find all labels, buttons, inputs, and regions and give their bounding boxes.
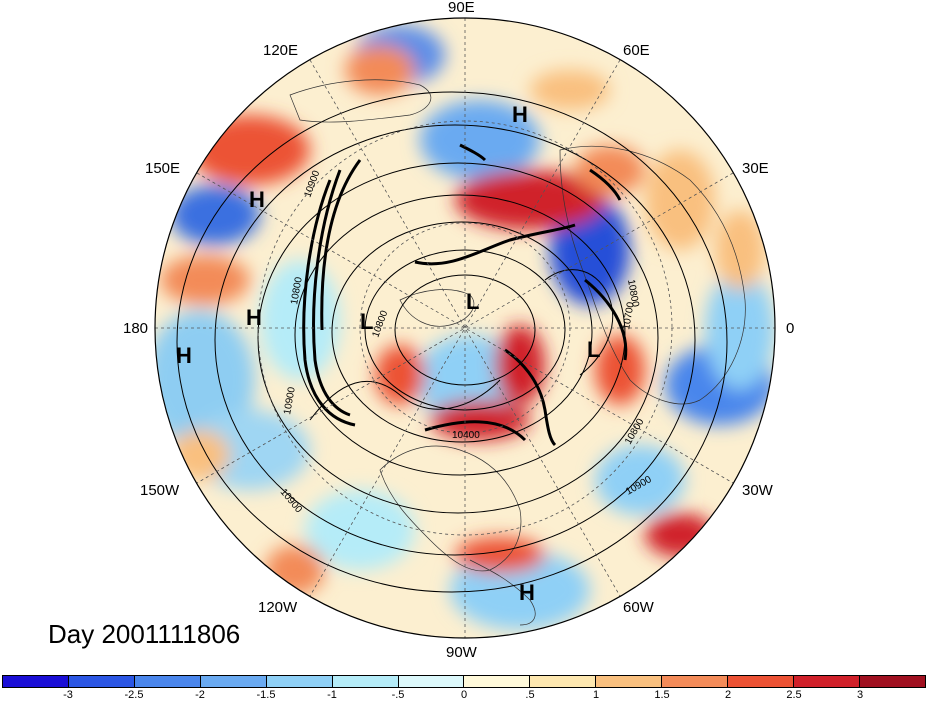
map-border (154, 17, 776, 639)
colorbar-segment (596, 676, 663, 687)
anomaly-shading (155, 18, 775, 638)
colorbar-tick-label: 2 (724, 689, 732, 701)
colorbar-tick-label: -2.5 (124, 689, 144, 701)
lon-label-90w: 90W (446, 644, 477, 661)
colorbar-segment (728, 676, 795, 687)
low-pressure-label: L (587, 337, 601, 362)
colorbar-tick-label: 3 (856, 689, 864, 701)
lon-label-0: 0 (786, 320, 795, 337)
colorbar-tick-label: -2 (195, 689, 205, 701)
colorbar-tick-label: 1 (592, 689, 600, 701)
contour-label: 10800 (625, 279, 641, 309)
contour-label: 10700 (621, 301, 637, 331)
colorbar-segment (200, 676, 267, 687)
colorbar-tick-label: 2.5 (786, 689, 802, 701)
contour-label: 10400 (452, 430, 480, 441)
lon-label-90e: 90E (448, 0, 475, 16)
jet-contours (302, 143, 628, 447)
lon-label-150e: 150E (145, 160, 181, 177)
colorbar-segment (464, 676, 531, 687)
contour-label: 10900 (282, 386, 298, 416)
colorbar-tick-label: -1 (327, 689, 337, 701)
high-pressure-label: H (519, 580, 535, 605)
lon-label-150w: 150W (140, 482, 180, 499)
low-pressure-label: L (466, 289, 480, 314)
low-pressure-label: L (360, 309, 374, 334)
contour-label: 10800 (289, 276, 305, 306)
coastlines (289, 79, 746, 626)
colorbar-tick-label: 1.5 (654, 689, 670, 701)
lon-label-180: 180 (123, 320, 149, 337)
colorbar-segment (530, 676, 597, 687)
colorbar-segment (794, 676, 860, 687)
colorbar-segment (3, 676, 69, 687)
high-pressure-label: H (249, 187, 265, 212)
colorbar-segment (859, 676, 925, 687)
colorbar-tick-label: -1.5 (256, 689, 276, 701)
lon-label-60e: 60E (623, 42, 650, 59)
colorbar-segment (134, 676, 201, 687)
colorbar (2, 675, 926, 688)
lon-label-30w: 30W (742, 482, 773, 499)
colorbar-segment (662, 676, 729, 687)
high-pressure-label: H (512, 102, 528, 127)
lon-label-120e: 120E (263, 42, 299, 59)
colorbar-tick-label: .5 (525, 689, 535, 701)
graticule (155, 18, 775, 638)
colorbar-labels: -3 -2.5 -2 -1.5 -1 -.5 0 .5 1 1.5 2 2.5 3 (2, 689, 926, 702)
lon-label-120w: 120W (258, 599, 298, 616)
date-label: Day 2001111806 (48, 619, 241, 649)
colorbar-segment (68, 676, 135, 687)
high-pressure-label: H (176, 343, 192, 368)
lon-label-60w: 60W (623, 599, 654, 616)
colorbar-tick-label: 0 (460, 689, 468, 701)
high-pressure-label: H (246, 305, 262, 330)
colorbar-tick-label: -.5 (391, 689, 405, 701)
height-contours (176, 91, 728, 593)
colorbar-segment (332, 676, 399, 687)
lon-label-30e: 30E (742, 160, 769, 177)
colorbar-tick-label: -3 (63, 689, 73, 701)
colorbar-segment (266, 676, 333, 687)
colorbar-segment (398, 676, 465, 687)
